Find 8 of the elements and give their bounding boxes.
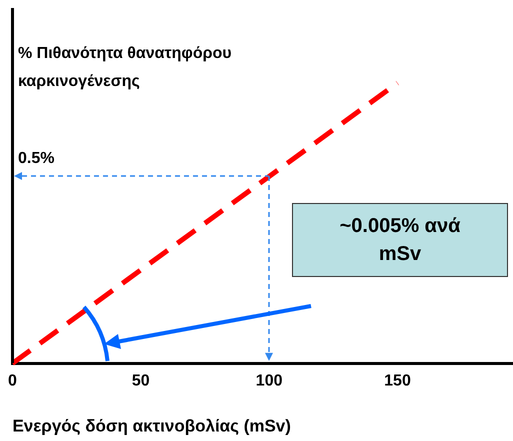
- x-axis-title: Ενεργός δόση ακτινοβολίας (mSv): [12, 416, 291, 436]
- x-tick-label: 100: [256, 372, 283, 390]
- y-axis-title: % Πιθανότητα θανατηφόρου καρκινογένεσης: [18, 44, 233, 92]
- annotation: 0.5%: [18, 150, 54, 168]
- text-box: ~0.005% ανά mSv: [292, 203, 508, 277]
- x-tick-label: 50: [132, 372, 150, 390]
- x-tick-label: 150: [384, 372, 411, 390]
- x-tick-label: 0: [8, 372, 17, 390]
